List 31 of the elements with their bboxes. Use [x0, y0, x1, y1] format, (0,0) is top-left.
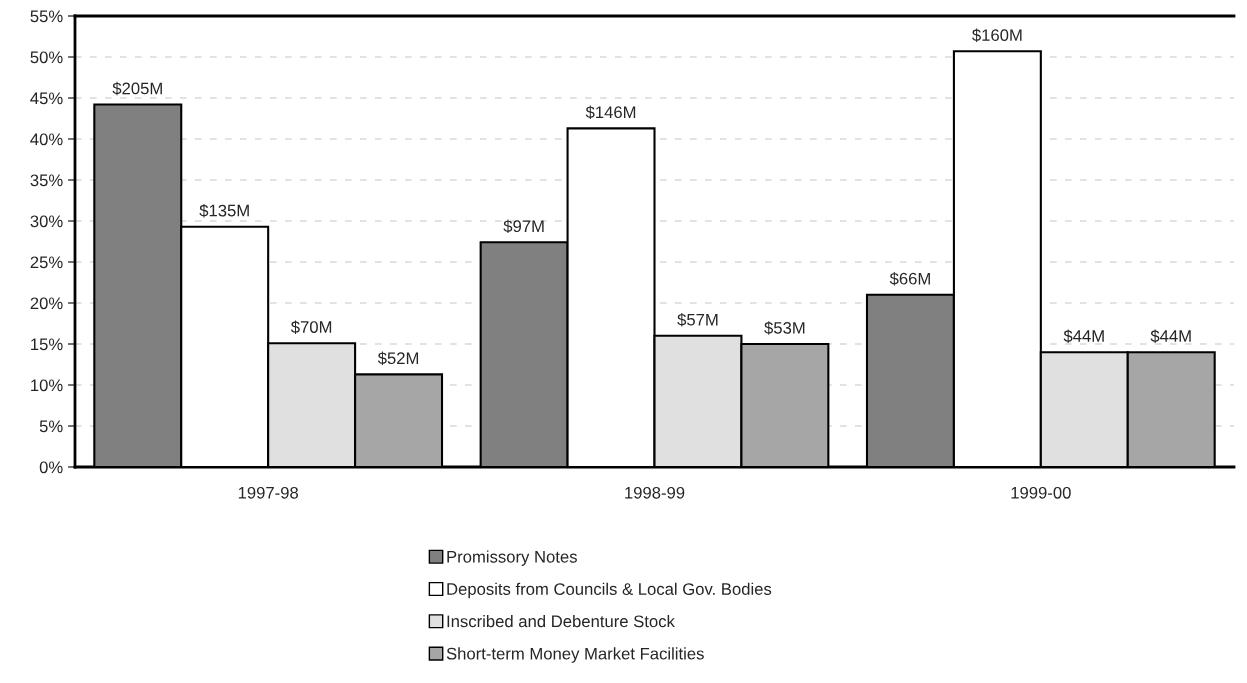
annotation: $53M [764, 321, 805, 335]
y-tick-label: 10% [31, 379, 63, 392]
y-tick-label: 0% [39, 461, 63, 474]
x-tick-label: 1998-99 [625, 486, 685, 499]
legend-label: Deposits from Councils & Local Gov. Bodies [447, 582, 772, 599]
y-tick-label: 30% [30, 215, 63, 228]
y-tick-label: 15% [31, 338, 63, 351]
x-tick-label: 1999-00 [1011, 486, 1071, 499]
y-tick-label: 35% [30, 174, 63, 187]
annotation: $57M [677, 313, 718, 327]
y-tick-label: 45% [30, 92, 63, 105]
annotation: $160M [972, 28, 1022, 43]
legend-label: Inscribed and Debenture Stock [447, 615, 675, 628]
annotation: $44M [1063, 329, 1104, 343]
y-tick-label: 50% [30, 51, 63, 64]
y-tick-label: 55% [30, 10, 63, 23]
y-tick-label: 20% [30, 297, 63, 310]
y-tick-label: 40% [30, 133, 63, 146]
y-tick-label: 25% [30, 256, 63, 269]
annotation: $70M [290, 320, 332, 334]
legend-label: Promissory Notes [447, 550, 577, 566]
annotation: $97M [503, 219, 544, 234]
legend-label: Short-term Money Market Facilities [446, 647, 704, 663]
annotation: $135M [199, 204, 249, 218]
annotation: $52M [377, 351, 419, 366]
annotation: $66M [889, 272, 930, 286]
x-tick-label: 1997-98 [238, 486, 299, 499]
y-tick-label: 5% [39, 420, 63, 433]
annotation: $205M [112, 81, 162, 96]
annotation: $146M [585, 105, 636, 120]
annotation: $44M [1150, 329, 1191, 343]
